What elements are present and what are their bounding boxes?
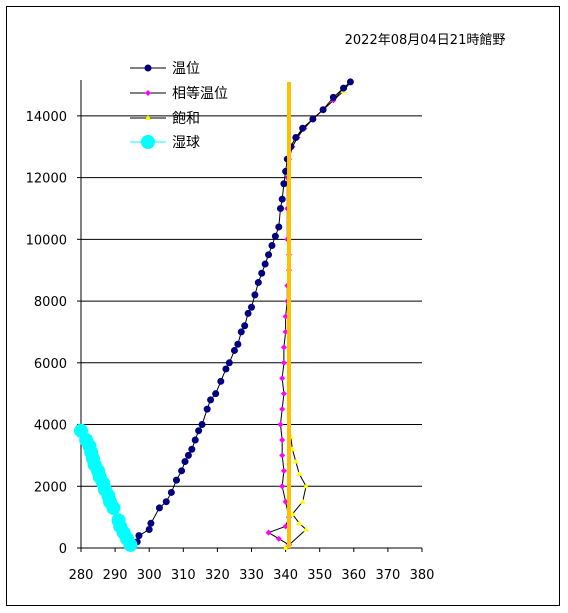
- x-tick-label: 300: [137, 568, 162, 583]
- x-tick-label: 320: [205, 568, 230, 583]
- data-point: [188, 445, 196, 453]
- data-point: [280, 359, 287, 366]
- y-tick-label: 2000: [34, 480, 67, 495]
- data-point: [309, 115, 317, 123]
- data-point: [296, 470, 303, 476]
- data-point: [277, 421, 284, 428]
- data-point: [299, 124, 307, 132]
- data-point: [279, 452, 286, 459]
- data-point: [303, 483, 310, 489]
- series-line: [267, 81, 351, 546]
- data-point: [244, 309, 252, 317]
- data-point: [265, 529, 272, 536]
- x-tick-label: 290: [103, 568, 128, 583]
- data-point: [329, 93, 337, 101]
- data-point: [280, 467, 287, 474]
- chart-title: 2022年08月04日21時館野: [345, 33, 506, 48]
- legend-label: 飽和: [172, 110, 200, 127]
- series-line: [136, 81, 351, 542]
- chart-frame: [6, 6, 560, 606]
- legend-label: 温位: [172, 61, 200, 77]
- x-tick-label: 310: [171, 568, 196, 583]
- data-point: [162, 498, 170, 506]
- data-point: [141, 135, 155, 149]
- data-point: [258, 269, 266, 277]
- y-tick-label: 12000: [26, 172, 67, 187]
- data-point: [74, 423, 88, 438]
- data-point: [111, 513, 126, 528]
- data-point: [184, 451, 192, 459]
- data-point: [275, 223, 283, 231]
- x-tick-label: 370: [375, 568, 400, 583]
- data-point: [172, 476, 180, 484]
- data-point: [181, 458, 189, 466]
- x-tick-label: 350: [307, 568, 332, 583]
- data-point: [144, 64, 152, 72]
- x-tick-label: 280: [69, 568, 94, 583]
- data-point: [230, 346, 238, 354]
- data-point: [280, 390, 287, 397]
- data-point: [278, 195, 286, 203]
- data-point: [279, 406, 286, 413]
- data-point: [271, 232, 279, 240]
- data-point: [198, 421, 206, 429]
- legend-label: 相等温位: [172, 85, 228, 102]
- data-point: [234, 340, 242, 348]
- data-point: [155, 504, 163, 512]
- y-tick-label: 4000: [34, 419, 67, 434]
- y-tick-label: 8000: [34, 295, 67, 310]
- data-point: [203, 405, 211, 413]
- data-point: [280, 180, 288, 188]
- x-tick-label: 330: [239, 568, 264, 583]
- data-point: [268, 242, 276, 250]
- data-point: [207, 396, 215, 404]
- data-point: [275, 535, 282, 542]
- y-tick-label: 10000: [26, 233, 67, 248]
- data-point: [248, 303, 255, 311]
- data-point: [279, 375, 286, 382]
- data-point: [217, 377, 225, 385]
- data-point: [167, 488, 175, 496]
- data-point: [299, 498, 306, 504]
- data-point: [346, 78, 354, 86]
- data-point: [261, 260, 269, 268]
- data-point: [280, 344, 287, 351]
- y-tick-label: 0: [59, 542, 67, 557]
- data-point: [276, 204, 284, 212]
- x-tick-label: 380: [410, 568, 435, 583]
- legend-label: 湿球: [172, 135, 200, 151]
- data-point: [145, 90, 151, 96]
- data-point: [319, 106, 327, 114]
- data-point: [296, 520, 303, 526]
- data-point: [251, 291, 259, 299]
- data-point: [145, 525, 153, 533]
- data-point: [195, 427, 203, 435]
- data-point: [212, 390, 220, 398]
- data-point: [340, 84, 348, 92]
- x-tick-label: 360: [341, 568, 366, 583]
- data-point: [279, 483, 286, 490]
- series-line: [285, 81, 351, 549]
- data-point: [135, 532, 143, 540]
- data-point: [178, 467, 186, 475]
- data-point: [222, 365, 230, 373]
- data-point: [145, 115, 151, 120]
- x-tick-label: 340: [273, 568, 298, 583]
- data-point: [254, 279, 262, 287]
- data-point: [279, 436, 286, 443]
- data-point: [292, 133, 300, 141]
- data-point: [147, 519, 155, 527]
- data-point: [241, 322, 249, 330]
- data-point: [292, 458, 299, 464]
- y-tick-label: 6000: [34, 357, 67, 372]
- data-point: [191, 436, 199, 444]
- y-tick-label: 14000: [26, 110, 67, 125]
- data-point: [237, 328, 245, 336]
- data-point: [265, 251, 273, 259]
- data-point: [282, 545, 289, 550]
- data-point: [225, 359, 233, 367]
- data-point: [303, 526, 310, 532]
